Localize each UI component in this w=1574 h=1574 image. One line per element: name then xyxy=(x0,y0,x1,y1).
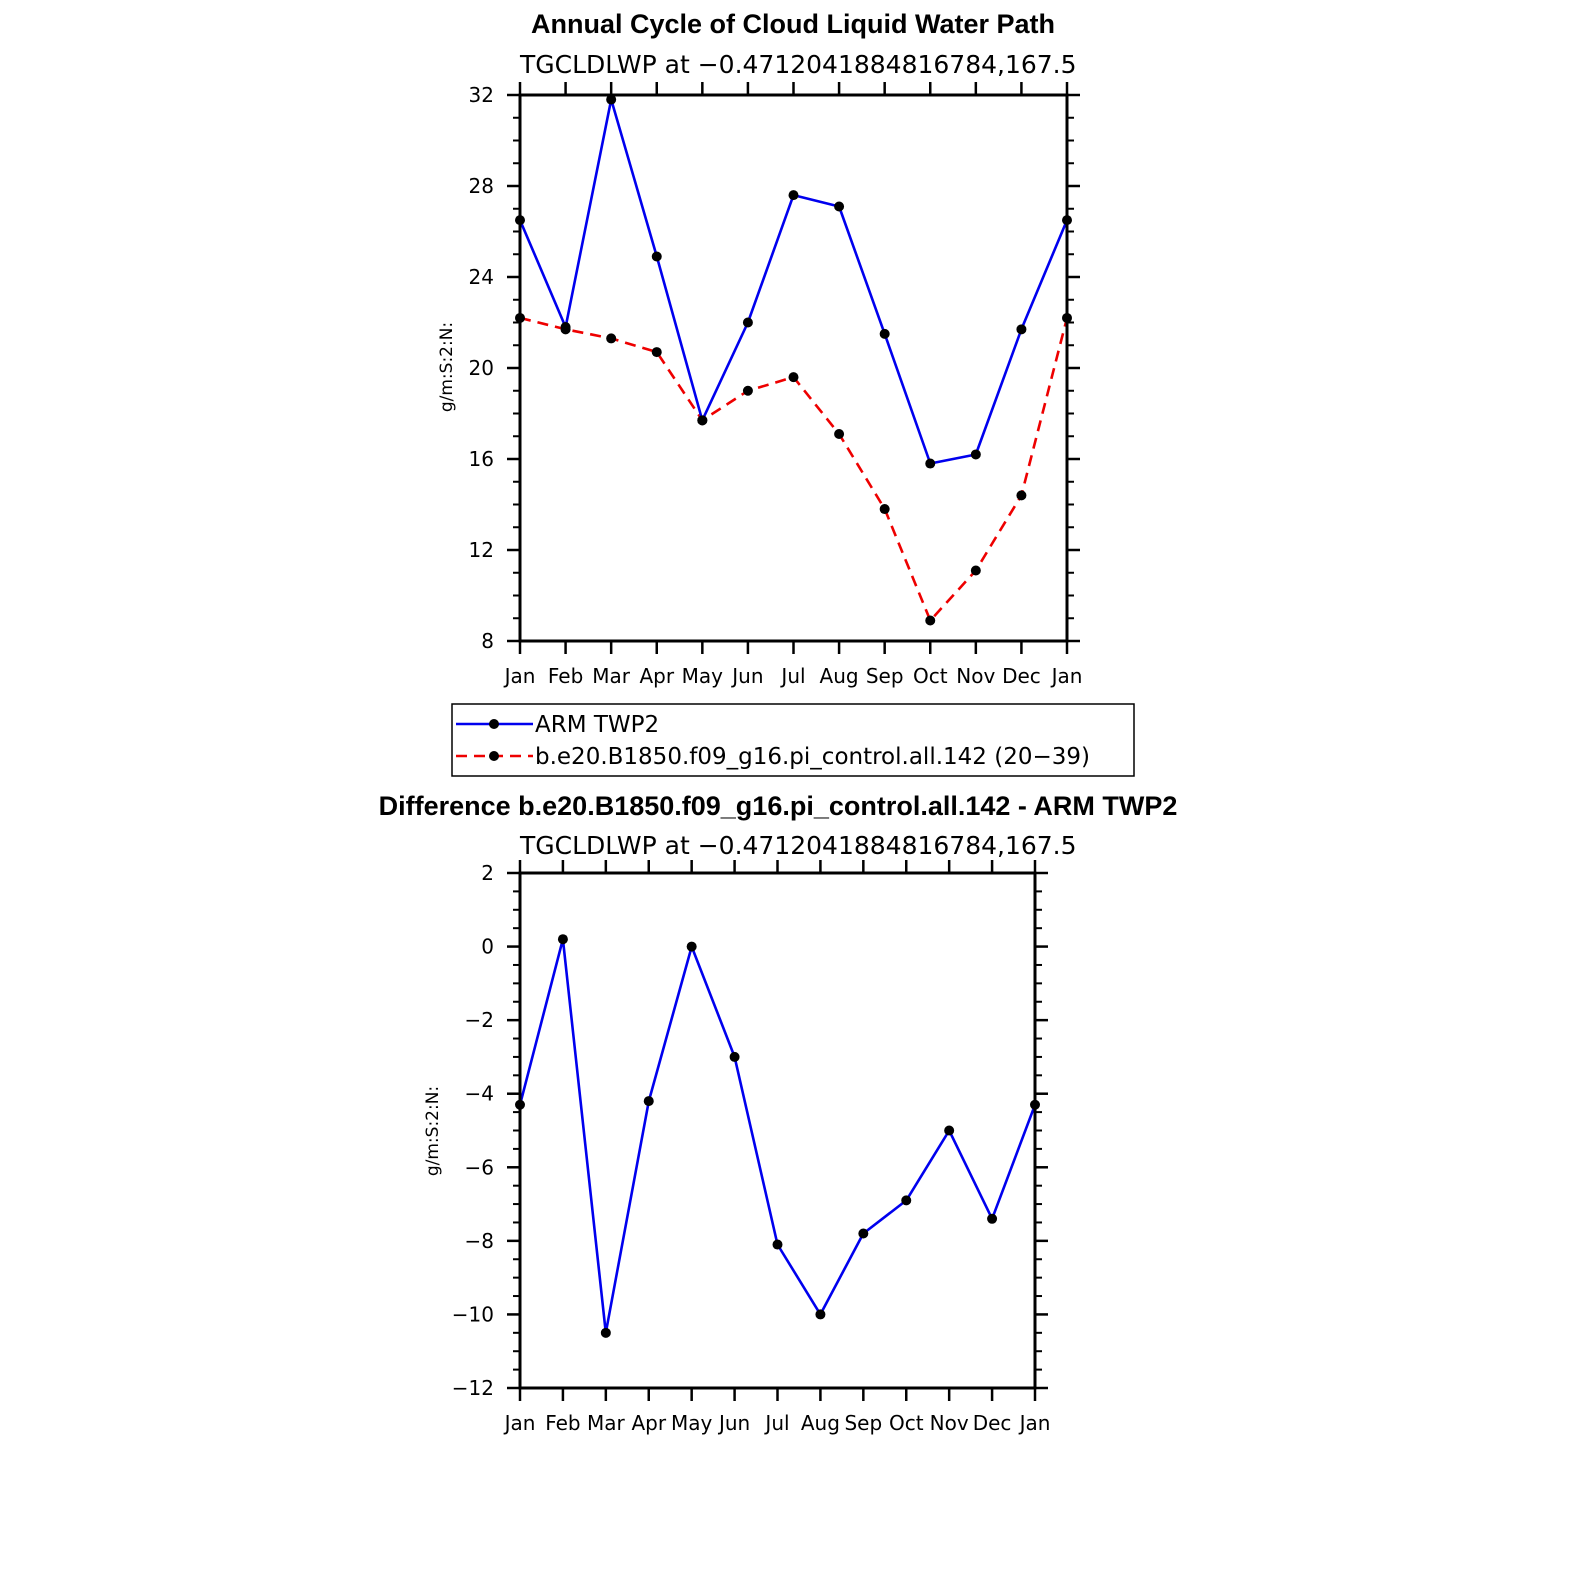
data-point xyxy=(858,1228,869,1239)
data-point xyxy=(879,328,890,339)
chart-1-title: Annual Cycle of Cloud Liquid Water Path xyxy=(531,9,1055,39)
legend-box xyxy=(451,703,1135,777)
x-tick-label: Oct xyxy=(913,664,948,688)
x-tick-label: Sep xyxy=(844,1411,882,1435)
y-tick-label: 20 xyxy=(469,356,494,380)
data-point xyxy=(879,504,890,515)
data-point xyxy=(788,190,799,201)
chart-1: Annual Cycle of Cloud Liquid Water Path … xyxy=(437,9,1082,688)
data-point xyxy=(729,1051,740,1062)
chart-2-plot-area xyxy=(515,934,1040,1338)
data-point xyxy=(925,615,936,626)
x-tick-label: Sep xyxy=(866,664,904,688)
data-point xyxy=(560,322,571,333)
y-tick-label: 32 xyxy=(469,83,494,107)
legend-label: b.e20.B1850.f09_g16.pi_control.all.142 (… xyxy=(535,744,1090,770)
data-point xyxy=(944,1125,955,1136)
data-point xyxy=(606,333,617,344)
series-line xyxy=(518,937,1037,1335)
chart-2-title: Difference b.e20.B1850.f09_g16.pi_contro… xyxy=(379,791,1178,821)
data-point xyxy=(772,1239,783,1250)
x-tick-label: Feb xyxy=(548,664,583,688)
x-tick-label: Jul xyxy=(779,664,805,688)
data-point xyxy=(686,941,697,952)
x-tick-label: Oct xyxy=(889,1411,924,1435)
x-tick-label: Jun xyxy=(730,664,763,688)
y-tick-label: 28 xyxy=(469,174,494,198)
x-tick-label: Dec xyxy=(1002,664,1041,688)
chart-1-plot-area xyxy=(515,94,1072,626)
x-tick-label: Jan xyxy=(503,1411,536,1435)
chart-2-ticks: Jan Feb Mar Apr May Jun Jul Aug Sep Oct Nov Dec Jan−… xyxy=(452,860,1051,1435)
x-tick-label: May xyxy=(671,1411,713,1435)
data-point xyxy=(651,347,662,358)
legend-label: ARM TWP2 xyxy=(535,712,659,738)
data-point xyxy=(788,372,799,383)
x-tick-label: Apr xyxy=(631,1411,666,1435)
legend: ARM TWP2 b.e20.B1850.f09_g16.pi_control.… xyxy=(451,703,1135,777)
data-point xyxy=(815,1309,826,1320)
data-point xyxy=(697,415,708,426)
legend-swatch-marker xyxy=(489,719,499,729)
chart-2-frame xyxy=(518,871,1037,1390)
x-tick-label: Jul xyxy=(763,1411,789,1435)
data-point xyxy=(651,251,662,262)
legend-entry-model: b.e20.B1850.f09_g16.pi_control.all.142 (… xyxy=(456,744,1090,770)
data-point xyxy=(600,1327,611,1338)
y-tick-label: 8 xyxy=(481,629,494,653)
chart-1-frame xyxy=(518,93,1069,643)
data-point xyxy=(1016,324,1027,335)
x-tick-label: May xyxy=(682,664,724,688)
x-tick-label: Mar xyxy=(587,1411,626,1435)
chart-1-subtitle: TGCLDLWP at −0.4712041884816784,167.5 xyxy=(519,50,1077,79)
data-point xyxy=(970,449,981,460)
series-line xyxy=(518,98,1069,465)
y-tick-label: −10 xyxy=(452,1302,494,1326)
y-tick-label: 2 xyxy=(481,861,494,885)
chart-1-y-axis-label: g/m:S:2:N: xyxy=(437,322,457,412)
x-tick-label: Aug xyxy=(820,664,859,688)
y-tick-label: −12 xyxy=(452,1376,494,1400)
x-tick-label: Dec xyxy=(973,1411,1012,1435)
data-point xyxy=(834,428,845,439)
data-point xyxy=(970,565,981,576)
x-tick-label: Mar xyxy=(592,664,631,688)
chart-2-subtitle: TGCLDLWP at −0.4712041884816784,167.5 xyxy=(519,831,1077,860)
y-tick-label: 0 xyxy=(481,935,494,959)
data-point xyxy=(901,1195,912,1206)
x-tick-label: Aug xyxy=(801,1411,840,1435)
chart-2-y-axis-label: g/m:S:2:N: xyxy=(423,1086,443,1176)
series-line xyxy=(519,316,1069,622)
y-tick-label: −2 xyxy=(465,1008,494,1032)
x-tick-label: Apr xyxy=(639,664,674,688)
data-point xyxy=(742,385,753,396)
legend-swatch-marker xyxy=(489,751,499,761)
y-tick-label: 16 xyxy=(469,447,494,471)
data-point xyxy=(643,1096,654,1107)
chart-2: Difference b.e20.B1850.f09_g16.pi_contro… xyxy=(379,791,1178,1435)
data-point xyxy=(606,94,617,105)
data-point xyxy=(1016,490,1027,501)
data-point xyxy=(742,317,753,328)
y-tick-label: −6 xyxy=(465,1155,494,1179)
y-tick-label: −8 xyxy=(465,1229,494,1253)
x-tick-label: Nov xyxy=(930,1411,969,1435)
x-tick-label: Feb xyxy=(545,1411,580,1435)
x-tick-label: Jan xyxy=(503,664,536,688)
x-tick-label: Jan xyxy=(1050,664,1083,688)
data-point xyxy=(987,1213,998,1224)
y-tick-label: 24 xyxy=(469,265,494,289)
chart-1-ticks: Jan Feb Mar Apr May Jun Jul Aug Sep Oct Nov Dec Jan 8… xyxy=(469,82,1083,688)
y-tick-label: −4 xyxy=(465,1082,494,1106)
legend-entry-arm: ARM TWP2 xyxy=(456,712,659,738)
x-tick-label: Nov xyxy=(956,664,995,688)
x-tick-label: Jan xyxy=(1018,1411,1051,1435)
data-point xyxy=(925,458,936,469)
x-tick-label: Jun xyxy=(717,1411,750,1435)
y-tick-label: 12 xyxy=(469,538,494,562)
data-point xyxy=(834,201,845,212)
data-point xyxy=(557,934,568,945)
